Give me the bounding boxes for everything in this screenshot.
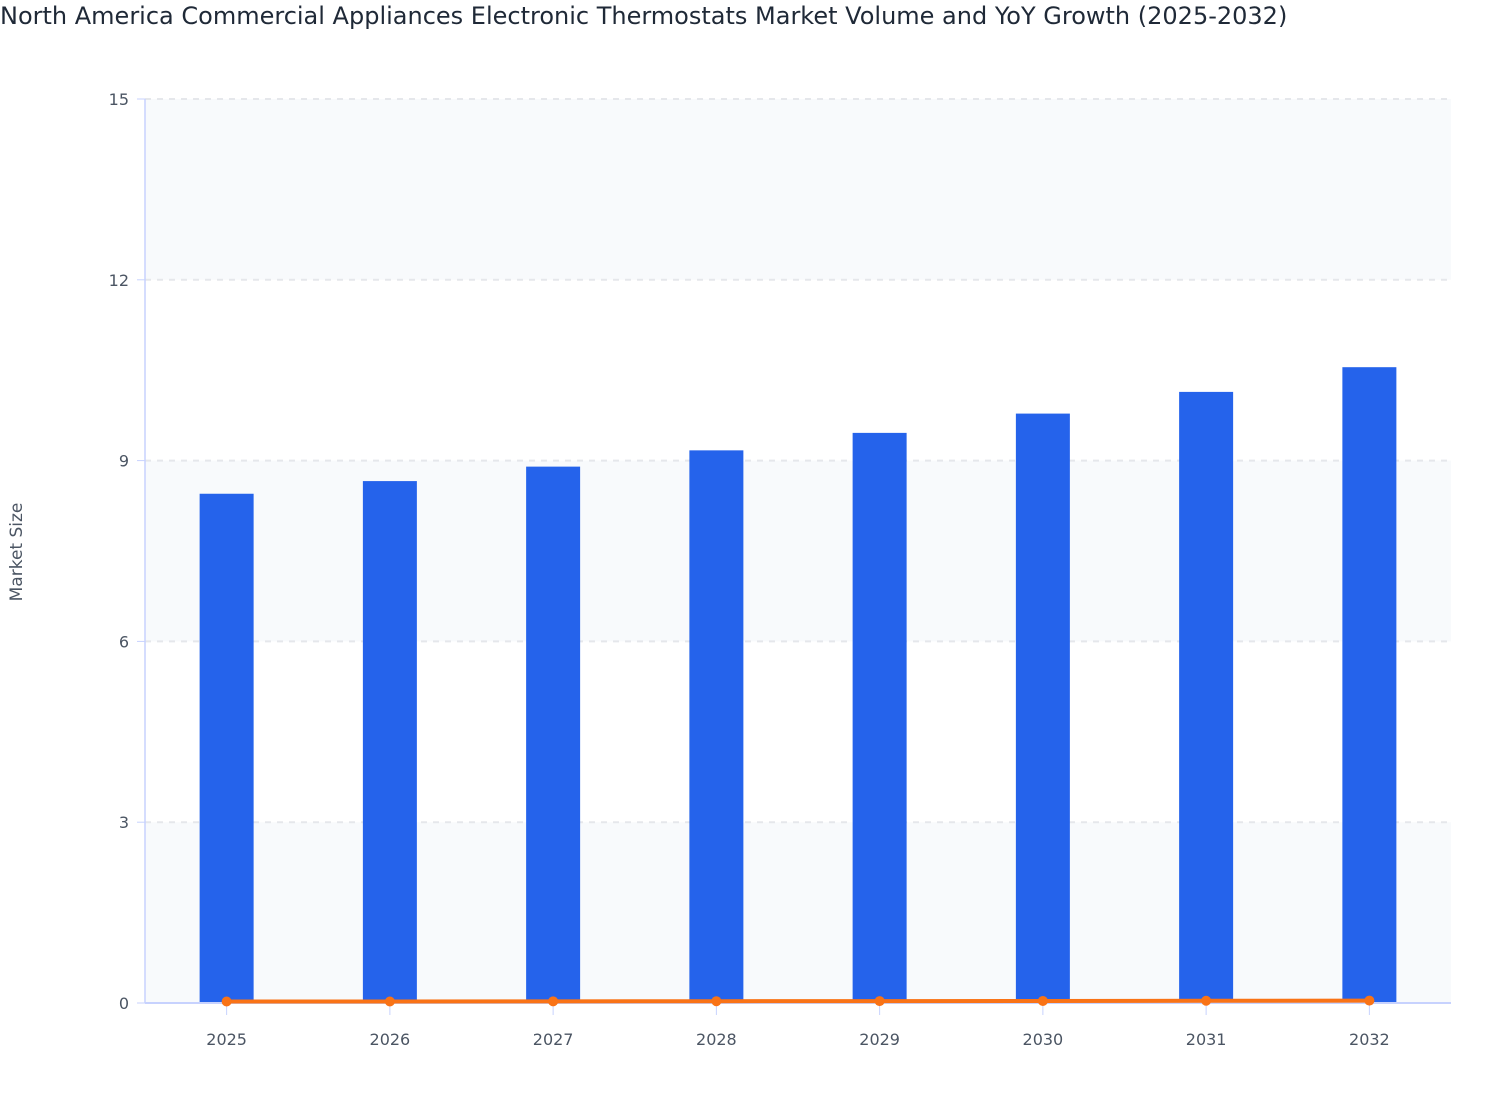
growth-point-2029 [874, 996, 885, 1007]
bar-2028 [689, 450, 744, 1003]
x-tick-label: 2028 [696, 1030, 737, 1049]
growth-point-2025 [221, 996, 232, 1007]
growth-point-2028 [711, 996, 722, 1007]
growth-line [226, 998, 1370, 1004]
growth-point-2026 [384, 996, 395, 1007]
y-tick-label: 15 [109, 90, 129, 109]
y-axis-label: Market Size [7, 503, 27, 602]
growth-point-2031 [1201, 995, 1212, 1006]
chart-title: North America Commercial Appliances Elec… [0, 2, 1288, 30]
y-tick-label: 6 [119, 632, 129, 651]
growth-point-2032 [1364, 995, 1375, 1006]
y-tick-label: 0 [119, 994, 129, 1013]
plot-band [145, 99, 1451, 280]
x-tick-label: 2030 [1023, 1030, 1064, 1049]
x-tick-label: 2027 [533, 1030, 574, 1049]
bar-2027 [526, 466, 581, 1003]
bar-2030 [1015, 413, 1070, 1003]
bar-2026 [362, 481, 417, 1003]
plot-band [145, 460, 1451, 642]
growth-point-2027 [548, 996, 559, 1007]
x-tick-label: 2025 [206, 1030, 247, 1049]
plot-band [145, 822, 1451, 1003]
y-tick-label: 3 [119, 813, 129, 832]
bar-2025 [199, 493, 254, 1003]
x-tick-label: 2032 [1349, 1030, 1390, 1049]
bar-2029 [852, 432, 907, 1003]
growth-point-2030 [1037, 995, 1048, 1006]
y-tick-label: 9 [119, 452, 129, 471]
y-tick-label: 12 [109, 271, 129, 290]
bar-2031 [1179, 391, 1234, 1003]
x-tick-label: 2026 [370, 1030, 411, 1049]
x-tick-label: 2029 [859, 1030, 900, 1049]
x-tick-label: 2031 [1186, 1030, 1227, 1049]
bar-2032 [1342, 367, 1397, 1004]
